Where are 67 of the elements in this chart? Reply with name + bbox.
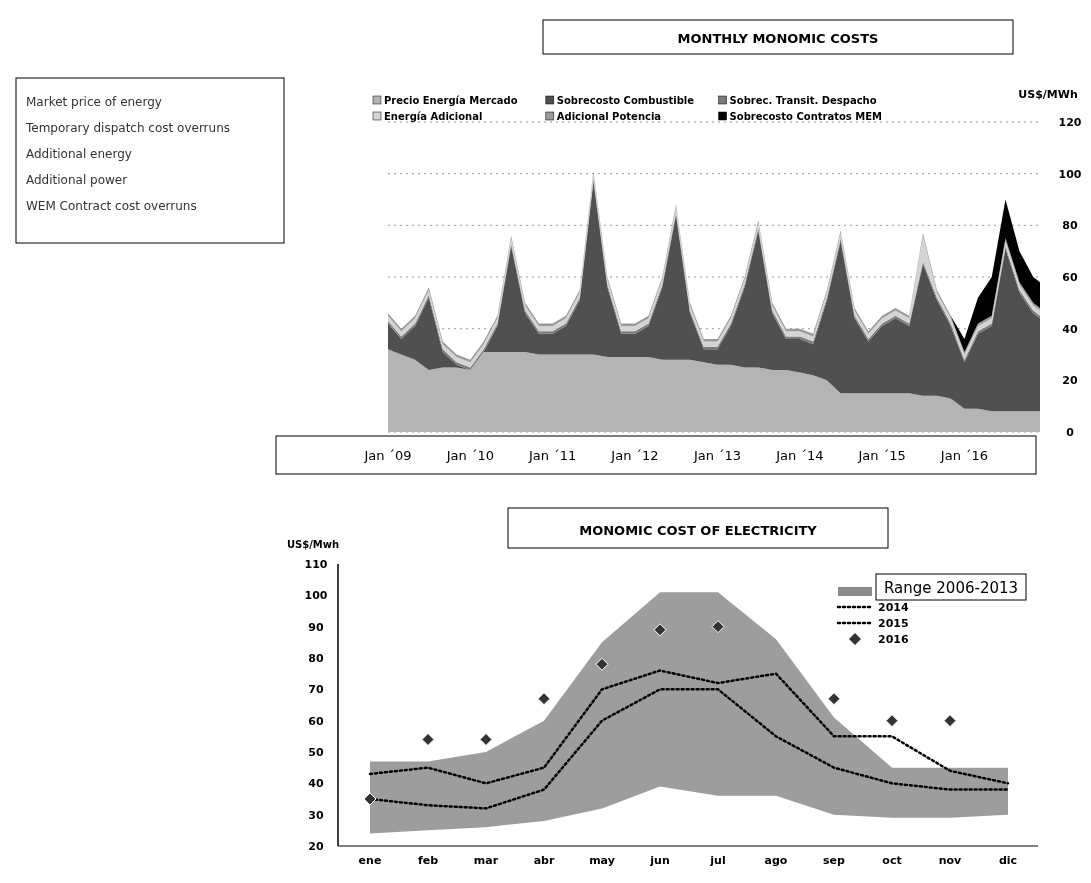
legend-label: Energía Adicional [384,111,483,122]
text: Market price of energy [26,95,162,109]
x-tick-label: dic [998,854,1018,867]
legend-label: 2015 [878,617,909,630]
y-axis-title: US$/Mwh [286,539,340,550]
x-tick-label: Jan ´09 [363,448,412,463]
point [421,732,435,746]
x-tick-label: abr [533,854,555,867]
y-axis-title: US$/MWh [1018,88,1078,101]
y-tick-label: 70 [308,683,324,697]
text: WEM Contract cost overruns [26,199,197,213]
text: Additional power [26,173,128,187]
x-tick-label: jun [649,854,670,867]
x-tick-label: Jan ´16 [939,448,989,463]
y-tick-label: 100 [304,589,328,603]
point [827,692,841,706]
x-tick-label: Jan ´13 [692,448,742,463]
x-tick-label: Jan ´14 [775,448,824,463]
x-tick-label: Jan ´10 [445,448,494,463]
y-tick-label: 110 [304,558,328,571]
point [595,657,609,671]
y-tick-label: 80 [308,652,324,665]
x-tick-label: Jan ´15 [857,448,906,463]
x-tick-label: Jan ´12 [610,448,659,463]
x-tick-label: may [589,854,615,867]
text: Temporary dispatch cost overruns [25,121,231,135]
y-tick-label: 60 [308,714,324,728]
x-tick-label: oct [882,854,902,867]
legend-label: 2014 [878,601,909,614]
x-tick-label: mar [473,854,499,867]
y-tick-label: 30 [308,808,324,822]
x-tick-label: ago [764,854,788,867]
text: Additional energy [26,147,132,161]
x-tick-label: Jan ´11 [528,448,577,463]
point [653,623,667,637]
chart-title: MONTHLY MONOMIC COSTS [677,31,879,46]
legend-label: Sobrecosto Contratos MEM [729,111,883,122]
legend-label: Range 2006-2013 [884,579,1019,597]
y-tick-label: 50 [308,746,324,759]
y-tick-label: 40 [1062,322,1078,336]
y-tick-label: 40 [308,777,324,791]
x-tick-label: ene [358,854,382,867]
y-tick-label: 20 [308,840,324,853]
y-tick-label: 120 [1058,116,1082,129]
y-tick-label: 80 [1062,219,1078,233]
line-series [368,669,1010,785]
x-tick-label: nov [938,854,963,867]
legend-label: Sobrecosto Combustible [556,95,695,106]
point [711,620,725,634]
y-tick-label: 90 [308,620,324,634]
legend-label: Precio Energía Mercado [384,95,518,106]
x-tick-label: jul [709,854,726,867]
point [943,714,957,728]
legend-label: 2016 [878,633,909,646]
point [885,714,899,728]
point [479,732,493,746]
chart-title: MONOMIC COST OF ELECTRICITY [579,523,818,538]
point [363,792,377,806]
legend-label: Adicional Potencia [556,111,662,122]
y-tick-label: 0 [1066,426,1075,439]
y-tick-label: 60 [1062,271,1078,284]
point [537,692,551,706]
y-tick-label: 100 [1058,167,1082,181]
x-tick-label: feb [417,854,439,867]
x-tick-label: sep [823,854,846,867]
legend-label: Sobrec. Transit. Despacho [729,95,877,106]
y-tick-label: 20 [1062,374,1078,388]
